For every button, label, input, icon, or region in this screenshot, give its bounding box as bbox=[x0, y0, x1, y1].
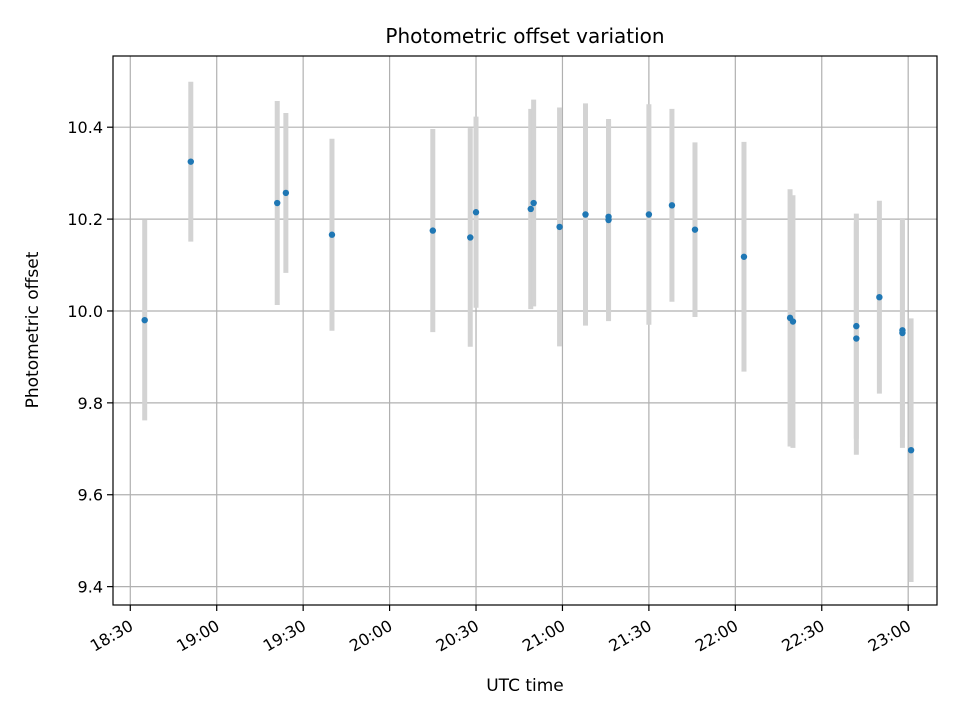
x-tick-label: 19:30 bbox=[260, 616, 309, 656]
x-tick-label: 21:30 bbox=[605, 616, 654, 656]
plot-frame bbox=[112, 55, 938, 606]
data-point bbox=[274, 199, 281, 207]
data-point bbox=[141, 316, 148, 324]
data-point bbox=[187, 158, 194, 165]
x-tick-label: 22:30 bbox=[778, 616, 827, 656]
data-point bbox=[556, 223, 563, 231]
data-point bbox=[853, 335, 860, 342]
y-axis-ticks: 9.4 9.6 9.8 10.0 10.2 10.4 bbox=[67, 118, 113, 597]
data-point bbox=[605, 216, 612, 224]
data-point bbox=[691, 226, 699, 233]
x-axis-ticks: 18:30 19:00 19:30 20:00 20:30 21:00 21:30 22:00… bbox=[87, 605, 914, 656]
data-points bbox=[141, 158, 915, 454]
data-point bbox=[328, 231, 336, 238]
x-tick-label: 18:30 bbox=[87, 616, 136, 656]
y-tick-label: 9.6 bbox=[78, 486, 103, 505]
x-tick-label: 20:00 bbox=[346, 616, 395, 656]
data-point bbox=[582, 211, 589, 218]
data-point bbox=[899, 329, 906, 337]
data-point bbox=[740, 253, 748, 260]
x-axis-label: UTC time bbox=[486, 676, 564, 696]
chart-title: Photometric offset variation bbox=[385, 24, 664, 48]
y-axis-label: Photometric offset bbox=[23, 251, 43, 408]
data-point bbox=[645, 211, 653, 218]
data-point bbox=[530, 199, 537, 207]
x-tick-label: 22:00 bbox=[692, 616, 741, 656]
y-tick-label: 10.2 bbox=[67, 210, 103, 229]
data-point bbox=[467, 234, 474, 241]
y-tick-label: 10.0 bbox=[67, 302, 103, 321]
data-point bbox=[429, 227, 437, 234]
data-point bbox=[789, 318, 797, 325]
y-tick-label: 10.4 bbox=[67, 118, 103, 137]
data-point bbox=[527, 205, 534, 213]
data-point bbox=[853, 322, 860, 330]
y-tick-label: 9.4 bbox=[78, 578, 103, 597]
data-point bbox=[668, 202, 676, 209]
data-point bbox=[472, 209, 480, 216]
x-tick-label: 19:00 bbox=[173, 616, 222, 656]
data-point bbox=[907, 446, 915, 454]
x-tick-label: 21:00 bbox=[519, 616, 568, 656]
y-tick-label: 9.8 bbox=[78, 394, 103, 413]
data-point bbox=[876, 293, 883, 301]
x-tick-label: 23:00 bbox=[865, 616, 914, 656]
x-tick-label: 20:30 bbox=[433, 616, 482, 656]
grid-lines bbox=[113, 56, 937, 605]
error-bars bbox=[142, 81, 914, 583]
data-point bbox=[282, 189, 290, 197]
